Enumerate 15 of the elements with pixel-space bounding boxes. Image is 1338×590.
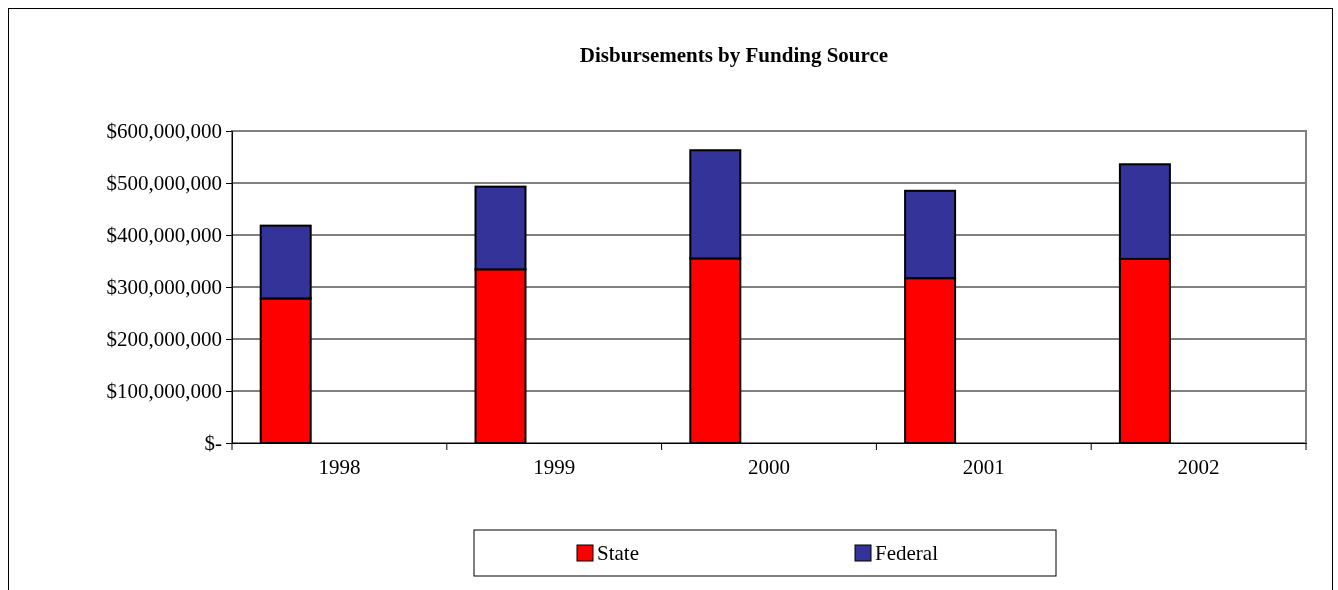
legend-label: State	[597, 541, 639, 565]
y-tick-label: $-	[204, 431, 222, 456]
y-tick-label: $200,000,000	[106, 327, 222, 352]
y-tick-label: $400,000,000	[106, 223, 222, 248]
x-tick-label: 2001	[962, 454, 1005, 479]
y-tick-label: $300,000,000	[106, 275, 222, 300]
x-tick-label: 2000	[748, 454, 790, 479]
x-tick-label: 1998	[318, 454, 361, 479]
y-tick-label: $100,000,000	[106, 379, 222, 404]
x-tick-label: 1999	[533, 454, 576, 479]
legend-label: Federal	[875, 541, 939, 565]
y-tick-label: $600,000,000	[106, 119, 222, 144]
y-tick-label: $500,000,000	[106, 171, 222, 196]
chart-title: Disbursements by Funding Source	[579, 43, 889, 67]
x-tick-label: 2002	[1177, 454, 1220, 479]
